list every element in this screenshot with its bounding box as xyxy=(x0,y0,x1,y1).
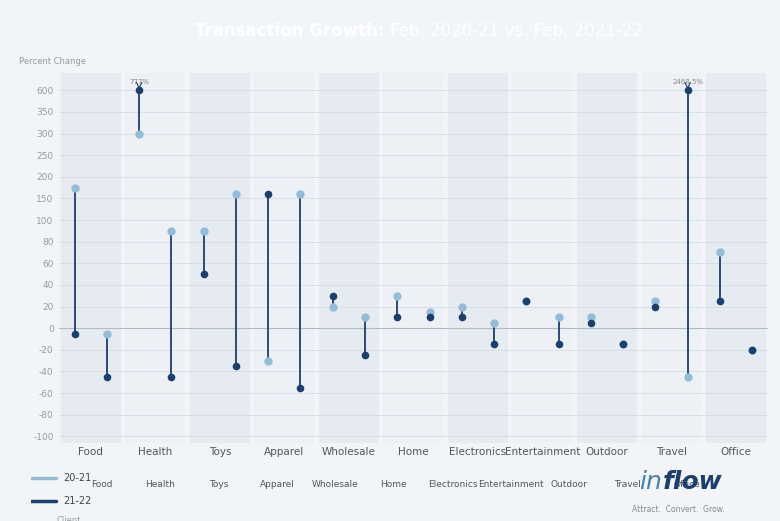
Bar xyxy=(384,73,443,443)
Text: 777%: 777% xyxy=(129,79,149,85)
Text: Health: Health xyxy=(145,480,175,489)
Bar xyxy=(577,73,637,443)
Text: Percent Change: Percent Change xyxy=(20,57,87,66)
Bar xyxy=(448,73,508,443)
Text: 2468.5%: 2468.5% xyxy=(672,79,703,85)
Text: 21-22: 21-22 xyxy=(62,496,91,506)
Text: flow: flow xyxy=(662,470,722,494)
Bar xyxy=(254,73,314,443)
Text: Transaction Growth:: Transaction Growth: xyxy=(195,22,390,40)
Text: Wholesale: Wholesale xyxy=(312,480,359,489)
Bar xyxy=(190,73,250,443)
Text: Food: Food xyxy=(90,480,112,489)
Text: Client: Client xyxy=(57,516,81,521)
Text: in: in xyxy=(640,470,662,494)
Text: Apparel: Apparel xyxy=(260,480,294,489)
Text: Home: Home xyxy=(381,480,407,489)
Text: Toys: Toys xyxy=(209,480,228,489)
Bar xyxy=(319,73,379,443)
Bar xyxy=(642,73,701,443)
Text: 20-21: 20-21 xyxy=(62,473,91,483)
Text: Entertainment: Entertainment xyxy=(478,480,544,489)
Text: Outdoor: Outdoor xyxy=(551,480,588,489)
Text: Electronics: Electronics xyxy=(427,480,477,489)
Bar xyxy=(512,73,573,443)
Text: Attract.  Convert.  Grow.: Attract. Convert. Grow. xyxy=(633,505,725,514)
Bar xyxy=(706,73,766,443)
Text: Feb. 2020-21 vs. Feb. 2021-22: Feb. 2020-21 vs. Feb. 2021-22 xyxy=(390,22,643,40)
Text: Office: Office xyxy=(673,480,700,489)
Text: Travel: Travel xyxy=(615,480,641,489)
Bar xyxy=(126,73,186,443)
Bar xyxy=(61,73,121,443)
